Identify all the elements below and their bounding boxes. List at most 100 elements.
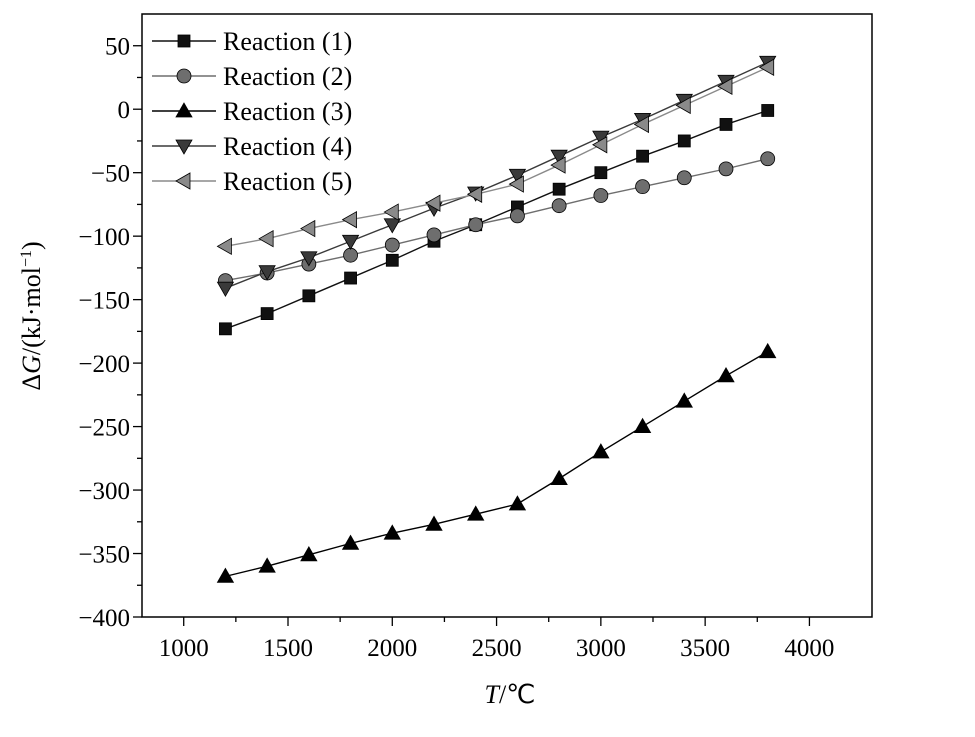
- x-axis-var: T: [485, 680, 501, 709]
- x-axis-title: T/℃: [485, 680, 536, 709]
- data-point: [508, 168, 527, 185]
- y-axis-close: ): [17, 241, 46, 250]
- x-tick-label: 4000: [784, 635, 834, 662]
- data-point: [550, 149, 568, 165]
- data-point: [425, 194, 441, 212]
- data-point: [468, 217, 484, 233]
- data-point: [258, 557, 276, 573]
- data-point: [258, 265, 276, 281]
- legend-item: Reaction (4): [152, 132, 352, 161]
- data-point: [219, 322, 232, 336]
- data-point: [717, 366, 735, 383]
- legend-marker: [177, 34, 191, 48]
- x-tick-label: 1500: [263, 635, 313, 662]
- y-tick-label: 0: [118, 97, 131, 124]
- x-axis-unit: /℃: [499, 680, 535, 709]
- y-axis-unit: /(kJ·mol: [17, 267, 46, 355]
- data-point: [592, 443, 610, 459]
- ticks-layer: 1000 1500 2000 2500 3000 3500 4000 50 0 −50 −100 −1…: [78, 34, 834, 662]
- legend-label: Reaction (1): [223, 27, 352, 56]
- data-point: [758, 58, 775, 77]
- y-tick-label: −350: [78, 542, 130, 569]
- legend: Reaction (1) Reaction (2) Reaction (3) Reac…: [152, 27, 352, 196]
- data-point: [341, 234, 360, 251]
- series-line: [225, 109, 768, 330]
- data-point: [718, 161, 734, 177]
- data-point: [467, 505, 485, 521]
- data-point: [426, 227, 442, 243]
- series-line: [225, 61, 769, 289]
- data-point: [344, 271, 357, 285]
- data-point: [592, 136, 608, 154]
- legend-marker: [175, 102, 193, 118]
- data-point: [300, 251, 318, 267]
- legend-marker: [175, 139, 193, 155]
- data-point: [676, 170, 692, 186]
- data-point: [216, 237, 232, 256]
- series-1: [219, 104, 775, 336]
- data-point: [550, 469, 568, 486]
- data-point: [216, 281, 235, 298]
- legend-label: Reaction (5): [223, 167, 352, 196]
- data-point: [677, 134, 691, 148]
- data-point: [761, 104, 775, 117]
- x-tick-label: 2500: [472, 635, 522, 662]
- legend-item: Reaction (1): [152, 27, 352, 56]
- data-point: [552, 182, 566, 196]
- data-point: [551, 198, 567, 214]
- data-point: [719, 118, 733, 131]
- plot-frame: [141, 13, 873, 618]
- x-tick-label: 3000: [576, 635, 626, 662]
- data-point: [343, 247, 358, 263]
- y-tick-label: −250: [78, 415, 130, 442]
- y-axis-title: ΔG/(kJ·mol−1): [17, 241, 46, 390]
- series-2: [218, 151, 776, 288]
- data-point: [383, 218, 401, 234]
- y-axis-prefix: Δ: [17, 374, 46, 391]
- data-point: [675, 96, 691, 115]
- y-tick-label: 50: [105, 34, 130, 61]
- x-tick-label: 2000: [367, 635, 417, 662]
- data-point: [384, 237, 400, 253]
- series-4: [216, 55, 777, 298]
- data-point: [633, 417, 652, 433]
- x-tick-label: 1000: [159, 635, 209, 662]
- data-point: [385, 253, 399, 267]
- data-point: [508, 175, 524, 193]
- data-point: [466, 185, 483, 203]
- data-point: [216, 567, 235, 583]
- data-point: [300, 545, 318, 562]
- legend-marker: [176, 68, 192, 84]
- data-point: [383, 524, 401, 540]
- data-point: [260, 307, 274, 320]
- data-point: [760, 151, 776, 167]
- legend-item: Reaction (2): [152, 62, 352, 91]
- y-tick-label: −100: [78, 224, 130, 251]
- series-layer: [216, 55, 777, 583]
- data-point: [635, 179, 650, 195]
- data-point: [341, 210, 357, 229]
- data-point: [425, 515, 443, 531]
- y-tick-label: −400: [78, 605, 130, 632]
- data-point: [633, 115, 649, 134]
- data-point: [300, 219, 316, 238]
- series-line: [225, 351, 769, 578]
- data-point: [510, 208, 525, 224]
- series-3: [216, 342, 777, 583]
- y-tick-label: −300: [78, 478, 130, 505]
- data-point: [717, 77, 733, 96]
- series-5: [216, 58, 775, 256]
- legend-label: Reaction (2): [223, 62, 352, 91]
- y-tick-label: −200: [78, 351, 130, 378]
- y-axis-var: G: [17, 355, 46, 374]
- data-point: [550, 156, 566, 174]
- data-point: [675, 392, 693, 408]
- data-point: [759, 342, 777, 359]
- legend-label: Reaction (3): [223, 97, 352, 126]
- data-point: [341, 534, 360, 550]
- data-point: [508, 495, 527, 511]
- data-point: [302, 289, 316, 303]
- data-point: [383, 203, 399, 221]
- legend-item: Reaction (5): [152, 167, 352, 196]
